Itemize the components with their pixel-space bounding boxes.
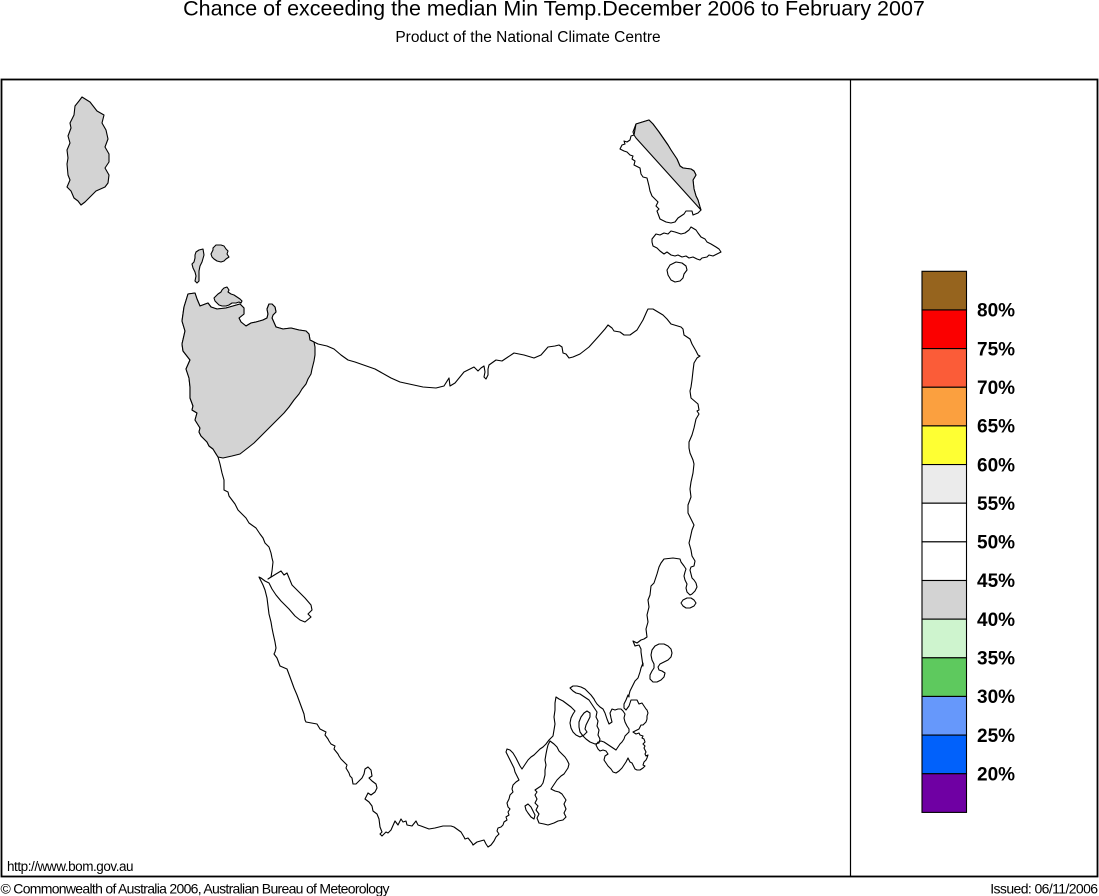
- svg-text:45%: 45%: [977, 571, 1015, 592]
- svg-text:30%: 30%: [977, 687, 1015, 708]
- svg-text:55%: 55%: [977, 494, 1015, 515]
- svg-text:Issued: 06/11/2006: Issued: 06/11/2006: [990, 881, 1098, 896]
- svg-text:25%: 25%: [977, 726, 1015, 747]
- svg-text:Product of the National Climat: Product of the National Climate Centre: [395, 29, 660, 46]
- svg-text:http://www.bom.gov.au: http://www.bom.gov.au: [7, 859, 133, 874]
- svg-text:70%: 70%: [977, 378, 1015, 399]
- svg-text:60%: 60%: [977, 455, 1015, 476]
- svg-text:75%: 75%: [977, 339, 1015, 360]
- svg-text:© Commonwealth of Australia 20: © Commonwealth of Australia 2006, Austra…: [1, 881, 390, 896]
- svg-text:Chance of exceeding the median: Chance of exceeding the median Min Temp.…: [183, 0, 925, 21]
- svg-text:20%: 20%: [977, 764, 1015, 785]
- svg-text:35%: 35%: [977, 649, 1015, 670]
- svg-text:80%: 80%: [977, 301, 1015, 322]
- svg-text:50%: 50%: [977, 533, 1015, 554]
- svg-text:40%: 40%: [977, 610, 1015, 631]
- svg-text:65%: 65%: [977, 417, 1015, 438]
